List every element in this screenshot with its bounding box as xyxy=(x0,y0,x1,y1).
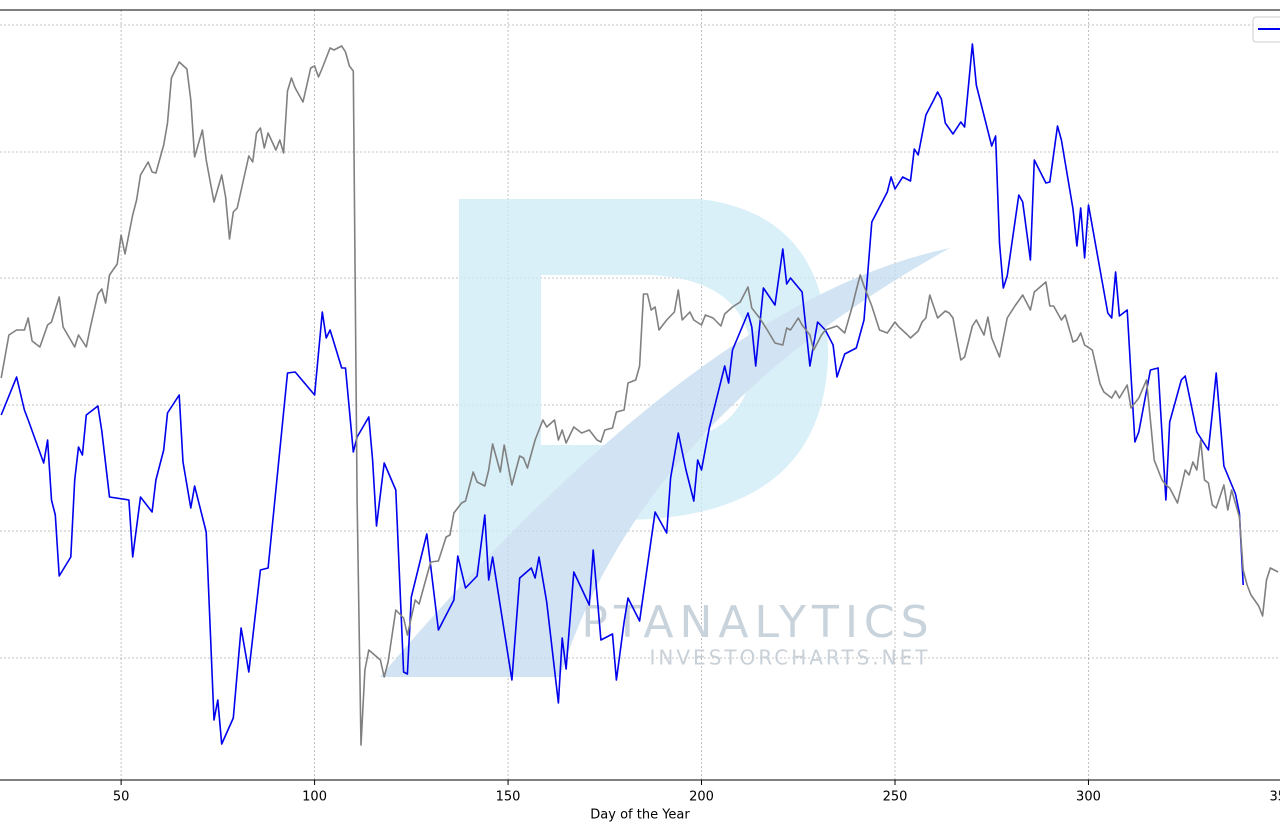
data-line xyxy=(0,43,1244,745)
x-tick-label: 150 xyxy=(496,790,521,805)
x-tick-label: 100 xyxy=(302,790,327,805)
x-axis-label: Day of the Year xyxy=(590,808,690,823)
data-line xyxy=(0,45,1279,746)
x-tick-label: 350 xyxy=(1270,790,1280,805)
watermark-site: INVESTORCHARTS.NET xyxy=(650,646,931,670)
watermark-swoosh xyxy=(380,248,950,677)
watermark-brand: PTANALYTICS xyxy=(581,597,934,648)
x-tick-label: 300 xyxy=(1076,790,1101,805)
x-tick-label: 50 xyxy=(113,790,130,805)
x-tick-label: 200 xyxy=(689,790,714,805)
x-tick-label: 250 xyxy=(883,790,908,805)
watermark xyxy=(380,199,950,677)
